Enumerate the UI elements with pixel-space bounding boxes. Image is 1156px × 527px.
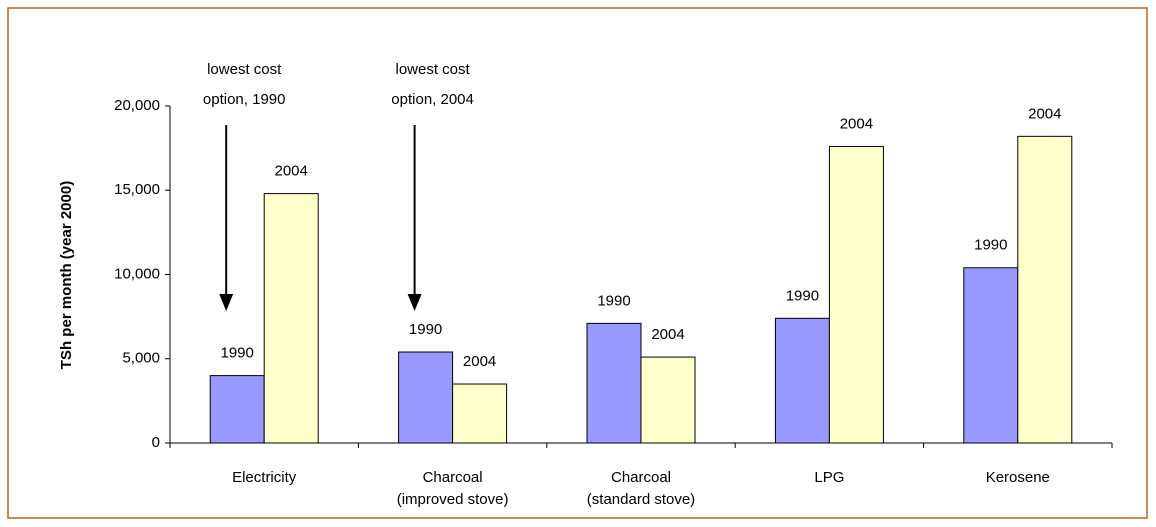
y-tick-label: 10,000 — [114, 265, 160, 282]
x-tick-label: Charcoal — [611, 469, 671, 486]
data-label: 2004 — [275, 163, 308, 180]
bar — [828, 145, 884, 444]
bar — [640, 356, 696, 444]
bar — [774, 317, 830, 444]
x-tick-label: LPG — [814, 469, 844, 486]
y-tick-label: 5,000 — [122, 350, 160, 367]
annotation: lowest cost — [395, 61, 470, 78]
bar — [1017, 135, 1073, 444]
bar — [398, 351, 454, 444]
bar — [963, 267, 1019, 444]
x-tick-label: (standard stove) — [587, 491, 695, 508]
bar — [263, 193, 319, 444]
arrow-head — [407, 294, 422, 311]
bar — [452, 383, 508, 444]
data-label: 1990 — [409, 321, 442, 338]
data-label: 2004 — [651, 326, 684, 343]
y-tick-label: 15,000 — [114, 181, 160, 198]
x-tick-label: Kerosene — [986, 469, 1050, 486]
data-label: 1990 — [597, 292, 630, 309]
bar — [209, 375, 265, 444]
annotation: option, 2004 — [391, 91, 474, 108]
y-tick-label: 20,000 — [114, 97, 160, 114]
data-label: 2004 — [463, 353, 496, 370]
data-label: 2004 — [840, 115, 873, 132]
data-label: 1990 — [221, 345, 254, 362]
y-tick-label: 0 — [152, 434, 160, 451]
data-label: 1990 — [786, 287, 819, 304]
x-tick-label: (improved stove) — [397, 491, 509, 508]
annotation: option, 1990 — [203, 91, 286, 108]
frame — [7, 7, 1148, 519]
bar — [586, 322, 642, 444]
x-tick-label: Electricity — [232, 469, 297, 486]
annotation: lowest cost — [207, 61, 282, 78]
arrow-head — [219, 294, 234, 311]
data-label: 2004 — [1028, 105, 1061, 122]
x-tick-label: Charcoal — [423, 469, 483, 486]
y-axis-title: TSh per month (year 2000) — [58, 181, 75, 369]
data-label: 1990 — [974, 237, 1007, 254]
